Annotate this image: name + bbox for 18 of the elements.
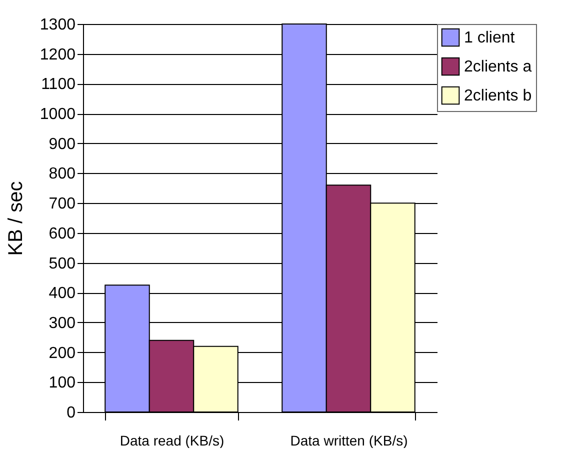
y-tick-label: 0 [66,404,76,422]
y-tick-label: 800 [48,166,76,183]
y-tick-label: 300 [48,314,76,332]
y-tick-label: 600 [48,225,76,242]
legend-label: 1 client [464,30,516,46]
legend-label: 2clients a [464,58,532,76]
y-tick-label: 900 [48,136,76,153]
y-tick-label: 1000 [40,106,76,124]
y-axis-title: KB / sec [4,181,27,256]
y-tick-label: 1100 [41,76,76,94]
legend-label: 2clients b [464,88,532,104]
y-tick-label: 500 [48,255,76,272]
y-tick-label: 100 [48,374,76,392]
y-tick-label: 400 [48,285,76,302]
y-tick-label: 1300 [40,16,76,34]
y-tick-label: 1200 [40,46,76,64]
y-tick-label: 700 [48,196,76,213]
y-tick-label: 200 [48,344,76,362]
